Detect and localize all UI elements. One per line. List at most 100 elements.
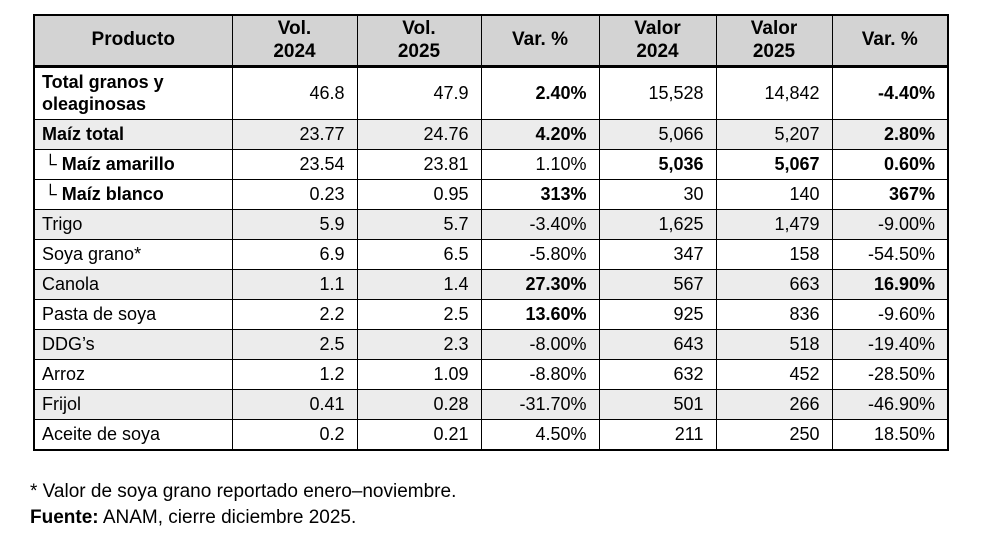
- header-producto: Producto: [33, 14, 233, 68]
- value-cell: 5,036: [598, 149, 717, 180]
- table-row: Arroz 1.2 1.09 -8.80% 632 452 -28.50%: [33, 359, 949, 390]
- value-cell: 518: [715, 329, 833, 360]
- value-cell: 4.20%: [480, 119, 600, 150]
- value-cell: 23.54: [231, 149, 358, 180]
- product-cell: Canola: [33, 269, 233, 300]
- value-cell: 5,207: [715, 119, 833, 150]
- table-row: Aceite de soya 0.2 0.21 4.50% 211 250 18.50%: [33, 419, 949, 451]
- value-cell: 1.4: [356, 269, 482, 300]
- product-cell: Maíz total: [33, 119, 233, 150]
- value-cell: -54.50%: [831, 239, 949, 270]
- value-cell: 0.23: [231, 179, 358, 210]
- table-header: Producto Vol. 2024 Vol. 2025 Var. % Valo…: [33, 14, 949, 68]
- value-cell: 0.2: [231, 419, 358, 451]
- value-cell: -46.90%: [831, 389, 949, 420]
- table-row: Pasta de soya 2.2 2.5 13.60% 925 836 -9.60%: [33, 299, 949, 330]
- value-cell: 5,067: [715, 149, 833, 180]
- table-row: └ Maíz blanco 0.23 0.95 313% 30 140 367%: [33, 179, 949, 210]
- value-cell: 632: [598, 359, 717, 390]
- value-cell: 14,842: [715, 66, 833, 120]
- value-cell: 6.9: [231, 239, 358, 270]
- header-row: Producto Vol. 2024 Vol. 2025 Var. % Valo…: [33, 14, 949, 68]
- header-vol-2024: Vol. 2024: [231, 14, 358, 68]
- value-cell: 1,625: [598, 209, 717, 240]
- value-cell: -19.40%: [831, 329, 949, 360]
- table-row: Canola 1.1 1.4 27.30% 567 663 16.90%: [33, 269, 949, 300]
- product-cell: Total granos y oleaginosas: [33, 66, 233, 120]
- value-cell: -3.40%: [480, 209, 600, 240]
- value-cell: 47.9: [356, 66, 482, 120]
- product-cell: └ Maíz blanco: [33, 179, 233, 210]
- product-cell: Soya grano*: [33, 239, 233, 270]
- value-cell: 140: [715, 179, 833, 210]
- value-cell: 16.90%: [831, 269, 949, 300]
- value-cell: -9.60%: [831, 299, 949, 330]
- header-var-valor: Var. %: [831, 14, 949, 68]
- trade-table: Producto Vol. 2024 Vol. 2025 Var. % Valo…: [33, 14, 949, 451]
- value-cell: 23.81: [356, 149, 482, 180]
- value-cell: 2.80%: [831, 119, 949, 150]
- value-cell: 313%: [480, 179, 600, 210]
- header-valor-2025: Valor 2025: [715, 14, 833, 68]
- product-cell: Pasta de soya: [33, 299, 233, 330]
- value-cell: 347: [598, 239, 717, 270]
- table-row: Frijol 0.41 0.28 -31.70% 501 266 -46.90%: [33, 389, 949, 420]
- value-cell: 501: [598, 389, 717, 420]
- header-vol-2025: Vol. 2025: [356, 14, 482, 68]
- value-cell: -8.00%: [480, 329, 600, 360]
- value-cell: 1,479: [715, 209, 833, 240]
- value-cell: 250: [715, 419, 833, 451]
- value-cell: 6.5: [356, 239, 482, 270]
- header-valor-2024: Valor 2024: [598, 14, 717, 68]
- table-row: └ Maíz amarillo 23.54 23.81 1.10% 5,036 5,067…: [33, 149, 949, 180]
- footnote-asterisk: * Valor de soya grano reportado enero–no…: [30, 481, 457, 502]
- value-cell: 23.77: [231, 119, 358, 150]
- value-cell: 2.40%: [480, 66, 600, 120]
- value-cell: 0.60%: [831, 149, 949, 180]
- product-cell: Arroz: [33, 359, 233, 390]
- value-cell: 0.95: [356, 179, 482, 210]
- value-cell: 5,066: [598, 119, 717, 150]
- value-cell: 2.5: [356, 299, 482, 330]
- table-row: Trigo 5.9 5.7 -3.40% 1,625 1,479 -9.00%: [33, 209, 949, 240]
- product-cell: DDG’s: [33, 329, 233, 360]
- value-cell: -5.80%: [480, 239, 600, 270]
- value-cell: 836: [715, 299, 833, 330]
- value-cell: 0.28: [356, 389, 482, 420]
- value-cell: 663: [715, 269, 833, 300]
- value-cell: 18.50%: [831, 419, 949, 451]
- value-cell: -9.00%: [831, 209, 949, 240]
- value-cell: -28.50%: [831, 359, 949, 390]
- value-cell: 24.76: [356, 119, 482, 150]
- value-cell: 15,528: [598, 66, 717, 120]
- value-cell: 0.21: [356, 419, 482, 451]
- table-row: Soya grano* 6.9 6.5 -5.80% 347 158 -54.50%: [33, 239, 949, 270]
- value-cell: 211: [598, 419, 717, 451]
- value-cell: 1.09: [356, 359, 482, 390]
- product-cell: └ Maíz amarillo: [33, 149, 233, 180]
- header-var-vol: Var. %: [480, 14, 600, 68]
- table-row: DDG’s 2.5 2.3 -8.00% 643 518 -19.40%: [33, 329, 949, 360]
- table-row: Total granos y oleaginosas 46.8 47.9 2.40% 1…: [33, 66, 949, 120]
- value-cell: -31.70%: [480, 389, 600, 420]
- value-cell: 0.41: [231, 389, 358, 420]
- table-row: Maíz total 23.77 24.76 4.20% 5,066 5,207 2.80%: [33, 119, 949, 150]
- value-cell: 2.2: [231, 299, 358, 330]
- value-cell: 567: [598, 269, 717, 300]
- value-cell: 367%: [831, 179, 949, 210]
- product-cell: Aceite de soya: [33, 419, 233, 451]
- value-cell: 46.8: [231, 66, 358, 120]
- value-cell: 4.50%: [480, 419, 600, 451]
- value-cell: 27.30%: [480, 269, 600, 300]
- footnote-source: Fuente: ANAM, cierre diciembre 2025.: [30, 505, 1000, 531]
- value-cell: 1.1: [231, 269, 358, 300]
- table-body: Total granos y oleaginosas 46.8 47.9 2.40% 1…: [33, 66, 949, 451]
- value-cell: 30: [598, 179, 717, 210]
- value-cell: -4.40%: [831, 66, 949, 120]
- value-cell: 266: [715, 389, 833, 420]
- footnote-source-text: ANAM, cierre diciembre 2025.: [98, 507, 357, 529]
- value-cell: 5.7: [356, 209, 482, 240]
- value-cell: 158: [715, 239, 833, 270]
- value-cell: 2.5: [231, 329, 358, 360]
